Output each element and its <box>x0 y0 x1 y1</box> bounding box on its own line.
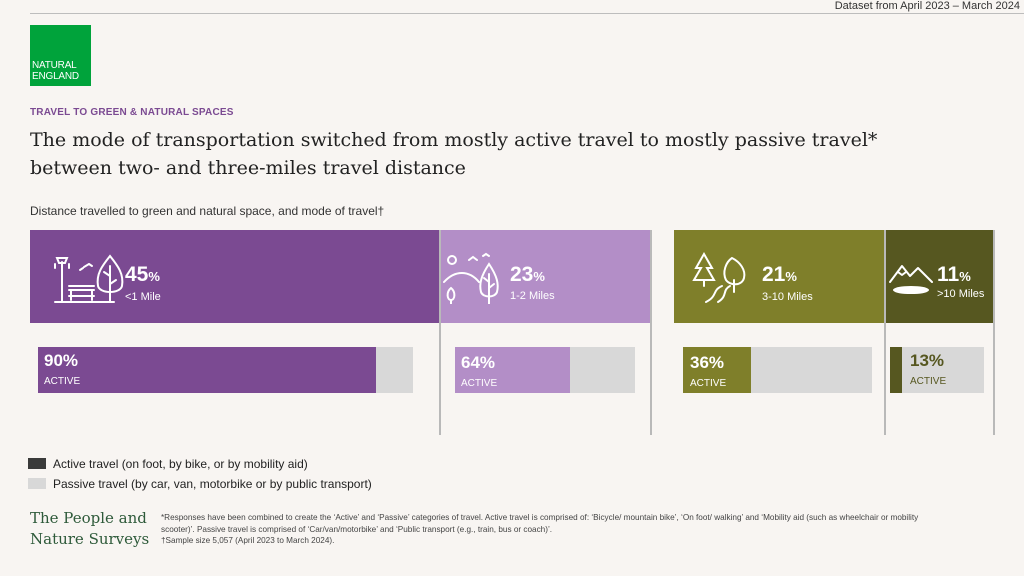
footnote: *Responses have been combined to create … <box>161 512 921 547</box>
active-label: ACTIVE <box>44 376 81 387</box>
percent-symbol: % <box>959 269 971 284</box>
active-bar <box>683 347 752 393</box>
distance-label: <1 Mile <box>125 291 161 303</box>
active-bar <box>38 347 376 393</box>
distance-panel-3-10-miles: 21% 3-10 Miles 36% ACTIVE <box>674 230 886 435</box>
active-percent: 36% <box>690 353 725 372</box>
forest-path-icon <box>692 252 746 303</box>
logo-text-line2: ENGLAND <box>32 71 79 82</box>
percent-symbol: % <box>148 269 160 284</box>
distance-share: 11% <box>937 263 971 286</box>
mountain-lake-icon <box>889 265 933 294</box>
panel-header <box>674 230 884 323</box>
percent-symbol: % <box>533 269 545 284</box>
lamppost-bench-tree-icon <box>54 254 124 303</box>
distance-panel-over-10-miles: 11% >10 Miles 13% ACTIVE <box>886 230 995 435</box>
passive-bar <box>683 347 872 393</box>
active-label: ACTIVE <box>690 378 727 389</box>
distance-share: 23% <box>510 263 545 286</box>
people-and-nature-logo: The People and Nature Surveys <box>30 508 149 550</box>
natural-england-logo: NATURAL ENGLAND <box>30 25 91 86</box>
brand-line1: The People and <box>30 509 147 527</box>
active-label: ACTIVE <box>461 378 498 389</box>
distance-label: 1-2 Miles <box>510 290 555 302</box>
legend-item-passive: Passive travel (by car, van, motorbike o… <box>28 477 372 491</box>
legend-swatch-active <box>28 458 46 470</box>
section-kicker: TRAVEL TO GREEN & NATURAL SPACES <box>30 107 234 118</box>
footnote-sample-size: †Sample size 5,057 (April 2023 to March … <box>161 536 335 545</box>
panel-header <box>441 230 650 323</box>
active-bar <box>890 347 903 393</box>
legend-label-passive: Passive travel (by car, van, motorbike o… <box>53 477 372 491</box>
distance-share: 45% <box>125 263 160 286</box>
distance-share: 21% <box>762 263 797 286</box>
active-percent: 13% <box>910 351 945 370</box>
distance-panel-under-1-mile: 45% <1 Mile 90% ACTIVE <box>30 230 441 435</box>
page-title: The mode of transportation switched from… <box>30 129 878 179</box>
dataset-range: Dataset from April 2023 – March 2024 <box>834 0 1020 12</box>
distance-panel-1-2-miles: 23% 1-2 Miles 64% ACTIVE <box>441 230 652 435</box>
active-bar <box>455 347 571 393</box>
distance-label: >10 Miles <box>937 288 985 300</box>
passive-bar <box>38 347 413 393</box>
distance-label: 3-10 Miles <box>762 291 813 303</box>
panel-header <box>886 230 993 323</box>
birds-hill-trees-icon <box>443 252 499 304</box>
brand-line2: Nature Surveys <box>30 530 150 548</box>
passive-bar <box>890 347 984 393</box>
passive-bar <box>455 347 635 393</box>
chart-subtitle: Distance travelled to green and natural … <box>30 204 385 218</box>
footnote-definitions: *Responses have been combined to create … <box>161 513 919 534</box>
logo-text-line1: NATURAL <box>32 60 77 71</box>
legend-swatch-passive <box>28 478 46 490</box>
legend-label-active: Active travel (on foot, by bike, or by m… <box>53 457 308 471</box>
active-percent: 90% <box>44 351 79 370</box>
active-label: ACTIVE <box>910 376 947 387</box>
percent-symbol: % <box>785 269 797 284</box>
legend-item-active: Active travel (on foot, by bike, or by m… <box>28 457 308 471</box>
active-percent: 64% <box>461 353 496 372</box>
top-divider <box>30 13 1024 14</box>
